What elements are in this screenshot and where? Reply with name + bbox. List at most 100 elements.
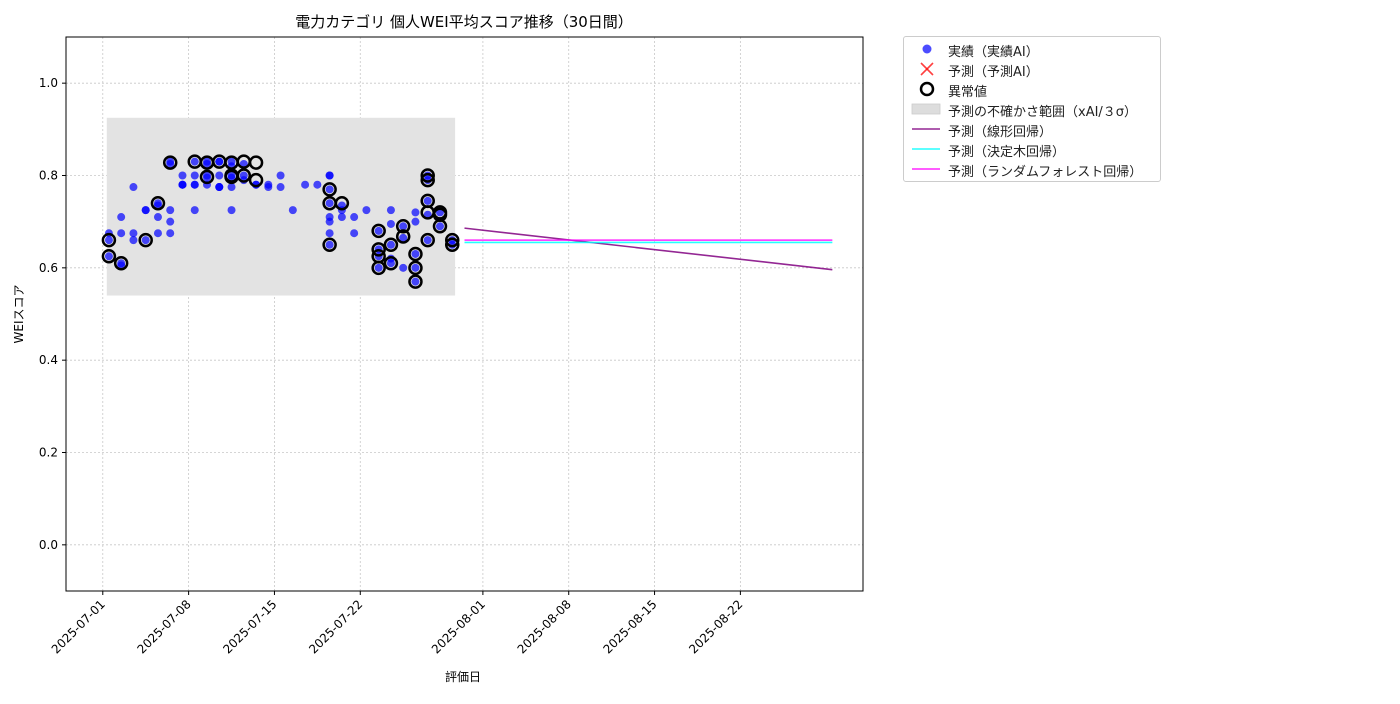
legend-label: 予測（線形回帰） xyxy=(948,125,1053,140)
anomaly-marker xyxy=(432,205,448,220)
anomaly-marker xyxy=(395,219,411,234)
actual-point xyxy=(239,159,248,168)
actual-point xyxy=(117,213,126,222)
actual-point xyxy=(411,208,420,217)
y-tick-label: 0.4 xyxy=(39,353,58,367)
actual-point xyxy=(215,157,224,166)
actual-point xyxy=(166,206,175,215)
actual-point xyxy=(190,180,199,189)
actual-point xyxy=(374,263,383,272)
actual-point xyxy=(178,180,187,189)
legend-item-forecast: 予測（予測AI） xyxy=(904,59,1160,80)
actual-point xyxy=(423,210,432,219)
actual-point xyxy=(264,183,273,192)
anomaly-marker xyxy=(199,169,215,185)
actual-point xyxy=(276,183,285,192)
x-tick-label: 2025-07-01 xyxy=(49,597,108,656)
anomaly-marker xyxy=(162,155,178,170)
anomaly-marker xyxy=(334,195,350,211)
x-tick-label: 2025-08-22 xyxy=(686,597,745,656)
legend-item-forest: 予測（ランダムフォレスト回帰） xyxy=(904,159,1160,180)
anomaly-marker xyxy=(395,229,411,244)
actual-point xyxy=(411,217,420,226)
legend-item-tree: 予測（決定木回帰） xyxy=(904,139,1160,160)
legend-label: 予測（予測AI） xyxy=(948,65,1039,80)
actual-point xyxy=(203,171,212,180)
actual-point xyxy=(153,213,162,222)
anomaly-marker xyxy=(371,242,386,257)
x-tick-label: 2025-08-15 xyxy=(600,597,659,656)
legend-dot-icon xyxy=(922,44,932,54)
x-tick-label: 2025-08-08 xyxy=(515,597,574,656)
forecast-lines xyxy=(464,227,833,271)
anomaly-marker xyxy=(248,155,264,170)
actual-point xyxy=(337,213,346,222)
anomaly-marker xyxy=(420,172,435,188)
legend-ring-icon xyxy=(919,81,935,97)
actual-point xyxy=(386,219,395,228)
actual-point xyxy=(325,199,334,208)
actual-point xyxy=(129,236,138,245)
anomaly-marker xyxy=(101,232,117,248)
y-tick-label: 0.0 xyxy=(39,538,58,552)
actual-point xyxy=(313,180,322,189)
x-tick-label: 2025-07-22 xyxy=(306,597,365,656)
actual-point xyxy=(399,263,408,272)
actual-point xyxy=(276,171,285,180)
actual-point xyxy=(350,229,359,238)
y-tick-label: 0.6 xyxy=(39,261,58,275)
y-tick-label: 1.0 xyxy=(39,76,58,90)
actual-point xyxy=(190,157,199,166)
actual-point xyxy=(325,240,334,249)
actual-point xyxy=(411,249,420,258)
legend-label: 予測の不確かさ範囲（xAI/３σ） xyxy=(948,105,1138,120)
anomaly-marker xyxy=(101,249,117,264)
actual-point xyxy=(435,222,444,231)
actual-point xyxy=(411,277,420,286)
legend-item-actual: 実績（実績AI） xyxy=(904,39,1160,60)
actual-point xyxy=(117,261,126,270)
actual-point xyxy=(399,233,408,242)
actual-point xyxy=(435,208,444,217)
anomaly-marker xyxy=(371,260,386,276)
actual-point xyxy=(423,196,432,205)
legend-line-icon xyxy=(912,128,940,130)
anomaly-marker xyxy=(444,232,460,248)
actual-point xyxy=(325,217,334,226)
forecast-line xyxy=(464,227,833,271)
actual-point xyxy=(215,183,224,192)
actual-point xyxy=(386,206,395,215)
anomaly-marker xyxy=(371,223,386,239)
chart-title: 電力カテゴリ 個人WEI平均スコア推移（30日間） xyxy=(295,13,633,31)
anomaly-marker xyxy=(420,232,435,248)
anomaly-marker xyxy=(248,172,264,188)
legend-item-band: 予測の不確かさ範囲（xAI/３σ） xyxy=(904,99,1160,120)
actual-point xyxy=(411,263,420,272)
actual-point xyxy=(423,236,432,245)
actual-point xyxy=(117,229,126,238)
anomaly-marker xyxy=(408,274,423,289)
anomaly-marker xyxy=(138,232,153,248)
actual-point xyxy=(104,252,113,261)
actual-point xyxy=(153,201,162,210)
legend-label: 異常値 xyxy=(948,85,988,100)
actual-point xyxy=(350,213,359,222)
actual-point xyxy=(227,183,236,192)
actual-point xyxy=(362,206,371,215)
actual-point xyxy=(374,226,383,235)
actual-point xyxy=(190,171,199,180)
legend-line-icon xyxy=(912,148,940,150)
actual-point xyxy=(153,229,162,238)
plot-frame xyxy=(65,36,864,592)
legend-label: 実績（実績AI） xyxy=(948,45,1039,60)
actual-point xyxy=(325,229,334,238)
actual-point xyxy=(399,222,408,231)
legend-x-icon xyxy=(920,62,934,76)
x-tick-label: 2025-08-01 xyxy=(429,597,488,656)
actual-point xyxy=(203,159,212,168)
anomaly-marker xyxy=(420,168,435,183)
anomaly-marker xyxy=(322,182,337,197)
legend-band-icon xyxy=(911,103,941,115)
legend-item-anomaly: 異常値 xyxy=(904,79,1160,100)
